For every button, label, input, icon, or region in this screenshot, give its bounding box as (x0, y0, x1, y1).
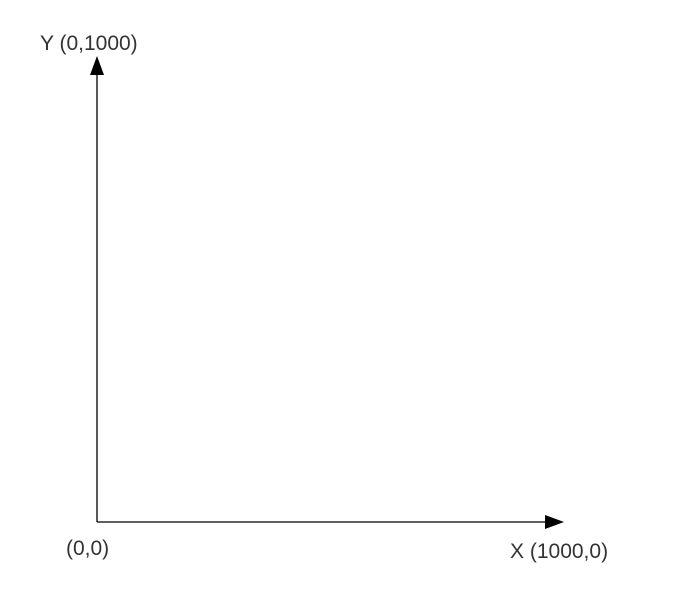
y-axis-label: Y (0,1000) (40, 32, 138, 55)
x-axis-label: X (1000,0) (510, 540, 608, 563)
x-axis-arrowhead (545, 515, 564, 529)
y-axis-arrowhead (90, 56, 104, 75)
origin-label: (0,0) (66, 537, 109, 560)
